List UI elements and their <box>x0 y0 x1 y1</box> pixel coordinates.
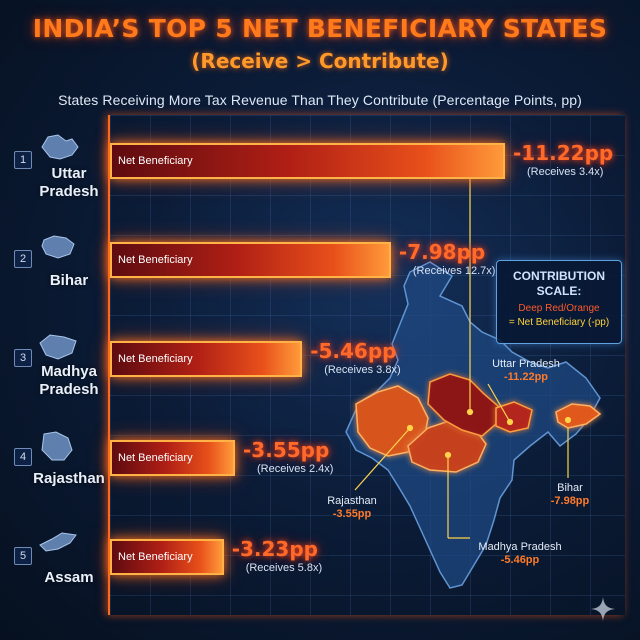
receives-label-uttar-pradesh: (Receives 3.4x) <box>527 166 604 178</box>
map-bihar <box>495 401 533 433</box>
bar-label-assam: Net Beneficiary <box>118 551 193 563</box>
map-label-madhya-pradesh: Madhya Pradesh <box>478 541 562 553</box>
map-leader-lines <box>354 176 572 539</box>
bar-uttar-pradesh <box>110 143 505 179</box>
bar-label-rajasthan: Net Beneficiary <box>118 452 193 464</box>
value-label-rajasthan: -3.55pp <box>243 438 330 462</box>
map-value-bihar: -7.98pp <box>550 495 590 507</box>
map-label-bihar: Bihar <box>557 482 583 494</box>
state-name-assam-line-1: Assam <box>44 569 94 586</box>
bar-rajasthan <box>110 440 235 476</box>
sparkle-icon <box>591 597 615 621</box>
bar-bihar <box>110 242 391 278</box>
chart-caption: States Receiving More Tax Revenue Than T… <box>58 92 582 108</box>
rank-badge-madhya-pradesh: 3 <box>14 349 32 367</box>
assam-map-icon <box>39 532 77 552</box>
value-label-uttar-pradesh: -11.22pp <box>513 141 614 165</box>
state-name-uttar-pradesh-line-1: Uttar <box>51 165 87 182</box>
receives-label-bihar: (Receives 12.7x) <box>412 265 496 277</box>
legend-line-2: = Net Beneficiary (-pp) <box>508 317 610 328</box>
legend-title: CONTRIBUTION SCALE: <box>513 269 605 298</box>
value-label-madhya-pradesh: -5.46pp <box>310 339 397 363</box>
uttar-pradesh-map-icon <box>41 134 79 160</box>
state-name-uttar-pradesh-line-2: Pradesh <box>39 183 99 200</box>
rank-badge-uttar-pradesh: 1 <box>14 151 32 169</box>
bar-label-uttar-pradesh: Net Beneficiary <box>118 155 193 167</box>
value-label-bihar: -7.98pp <box>398 240 486 264</box>
bar-label-bihar: Net Beneficiary <box>118 254 193 266</box>
rank-badge-assam: 5 <box>14 547 32 565</box>
rajasthan-map-icon <box>41 431 73 461</box>
map-madhya-pradesh <box>407 419 487 473</box>
state-name-madhya-pradesh-line-2: Pradesh <box>39 381 99 398</box>
bar-assam <box>110 539 224 575</box>
legend-box: CONTRIBUTION SCALE: Deep Red/Orange = Ne… <box>496 260 622 344</box>
map-label-rajasthan: Rajasthan <box>327 495 377 507</box>
bar-madhya-pradesh <box>110 341 303 377</box>
rank-badge-rajasthan: 4 <box>14 448 32 466</box>
state-name-madhya-pradesh-line-1: Madhya <box>41 363 97 380</box>
receives-label-madhya-pradesh: (Receives 3.8x) <box>324 364 401 376</box>
receives-label-assam: (Receives 5.8x) <box>245 562 323 574</box>
chart-subtitle: (Receive > Contribute) <box>191 49 449 73</box>
state-name-rajasthan-line-1: Rajasthan <box>33 470 105 487</box>
bihar-map-icon <box>41 235 75 259</box>
rank-badge-bihar: 2 <box>14 250 32 268</box>
map-value-uttar-pradesh: -11.22pp <box>503 371 549 383</box>
chart-title: INDIA’S TOP 5 NET BENEFICIARY STATES <box>32 14 608 43</box>
receives-label-rajasthan: (Receives 2.4x) <box>257 463 334 475</box>
bar-label-madhya-pradesh: Net Beneficiary <box>118 353 193 365</box>
value-label-assam: -3.23pp <box>231 537 318 561</box>
legend-line-1: Deep Red/Orange <box>518 303 600 314</box>
madhya-pradesh-map-icon <box>39 334 77 360</box>
map-value-madhya-pradesh: -5.46pp <box>500 554 540 566</box>
map-label-uttar-pradesh: Uttar Pradesh <box>492 358 560 370</box>
map-value-rajasthan: -3.55pp <box>332 508 372 520</box>
state-name-bihar-line-1: Bihar <box>49 272 89 289</box>
